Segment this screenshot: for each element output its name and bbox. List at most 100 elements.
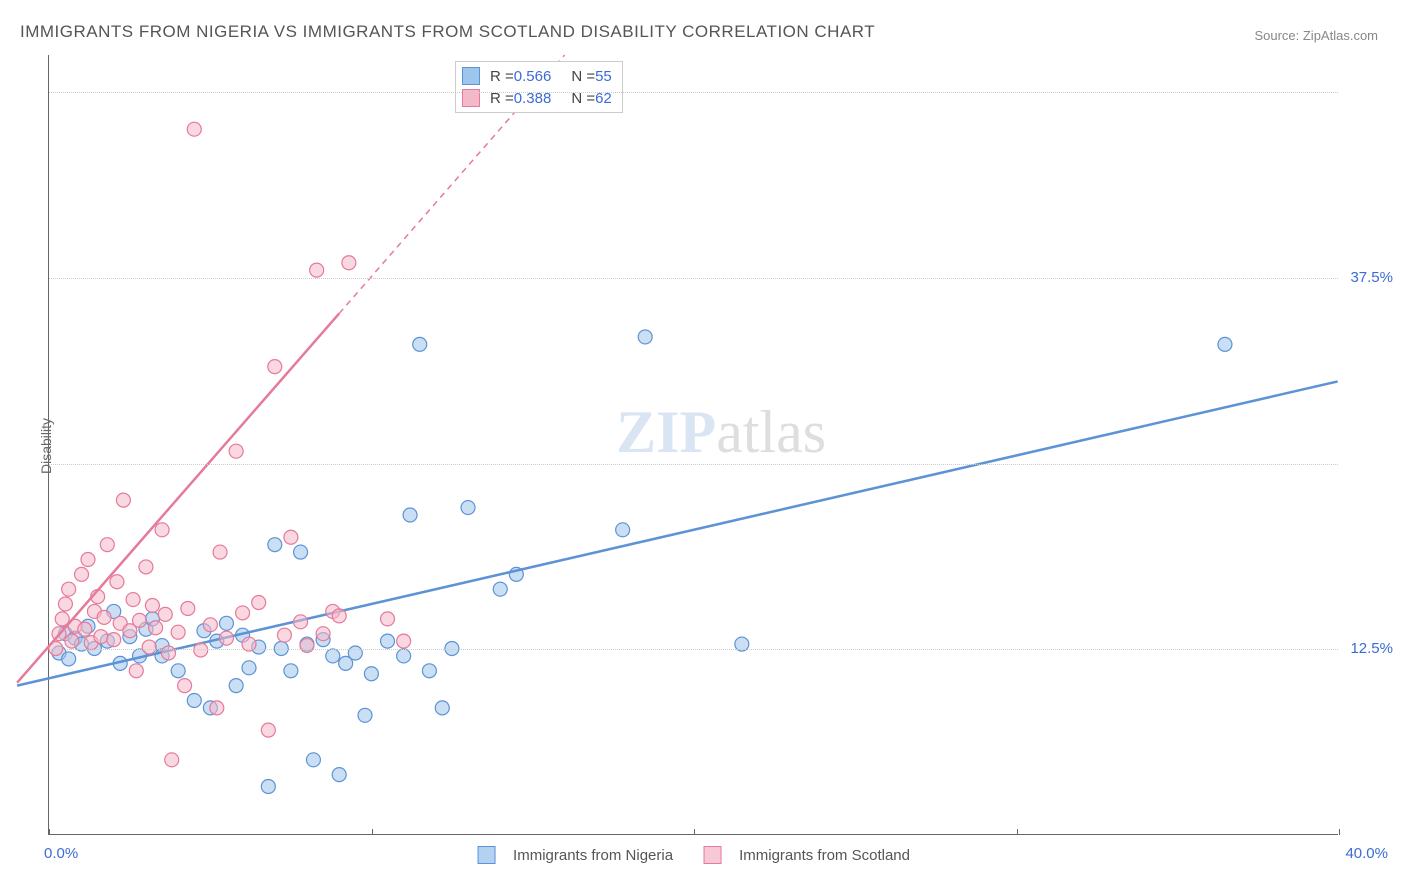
data-point xyxy=(1218,337,1232,351)
data-point xyxy=(213,545,227,559)
data-point xyxy=(397,634,411,648)
data-point xyxy=(171,664,185,678)
data-point xyxy=(403,508,417,522)
data-point xyxy=(332,768,346,782)
chart-title: IMMIGRANTS FROM NIGERIA VS IMMIGRANTS FR… xyxy=(20,22,875,42)
data-point xyxy=(294,545,308,559)
source-attribution: Source: ZipAtlas.com xyxy=(1254,28,1378,43)
legend-n-value: 55 xyxy=(595,68,612,85)
series-legend-item: Immigrants from Nigeria xyxy=(477,846,673,864)
x-tick xyxy=(1017,829,1018,835)
data-point xyxy=(268,360,282,374)
data-point xyxy=(332,609,346,623)
x-tick-label: 40.0% xyxy=(1345,845,1388,862)
data-point xyxy=(133,613,147,627)
data-point xyxy=(58,597,72,611)
data-point xyxy=(116,493,130,507)
gridline xyxy=(49,649,1338,650)
data-point xyxy=(493,582,507,596)
data-point xyxy=(348,646,362,660)
x-tick xyxy=(1339,829,1340,835)
data-point xyxy=(110,575,124,589)
x-tick-label: 0.0% xyxy=(44,845,78,862)
legend-swatch xyxy=(462,67,480,85)
data-point xyxy=(342,256,356,270)
data-point xyxy=(300,639,314,653)
trend-line xyxy=(17,381,1338,685)
data-point xyxy=(62,582,76,596)
series-legend-label: Immigrants from Nigeria xyxy=(513,847,673,864)
data-point xyxy=(638,330,652,344)
data-point xyxy=(261,723,275,737)
data-point xyxy=(294,615,308,629)
gridline xyxy=(49,464,1338,465)
legend-row: R = 0.566 N = 55 xyxy=(462,65,612,87)
data-point xyxy=(178,679,192,693)
data-point xyxy=(616,523,630,537)
x-tick xyxy=(372,829,373,835)
data-point xyxy=(187,693,201,707)
data-point xyxy=(145,599,159,613)
data-point xyxy=(364,667,378,681)
data-point xyxy=(62,652,76,666)
data-point xyxy=(422,664,436,678)
data-point xyxy=(78,622,92,636)
data-point xyxy=(277,628,291,642)
data-point xyxy=(181,601,195,615)
data-point xyxy=(187,122,201,136)
data-point xyxy=(203,618,217,632)
data-point xyxy=(210,701,224,715)
data-point xyxy=(129,664,143,678)
data-point xyxy=(97,610,111,624)
series-legend-item: Immigrants from Scotland xyxy=(703,846,910,864)
data-point xyxy=(107,633,121,647)
data-point xyxy=(94,630,108,644)
data-point xyxy=(358,708,372,722)
data-point xyxy=(326,649,340,663)
data-point xyxy=(261,780,275,794)
data-point xyxy=(306,753,320,767)
legend-swatch xyxy=(703,846,721,864)
data-point xyxy=(284,664,298,678)
data-point xyxy=(413,337,427,351)
x-tick xyxy=(49,829,50,835)
data-point xyxy=(381,612,395,626)
data-point xyxy=(219,631,233,645)
data-point xyxy=(461,501,475,515)
data-point xyxy=(381,634,395,648)
data-point xyxy=(165,753,179,767)
data-point xyxy=(435,701,449,715)
data-point xyxy=(171,625,185,639)
data-point xyxy=(229,679,243,693)
data-point xyxy=(268,538,282,552)
gridline xyxy=(49,278,1338,279)
legend-n-label: N = xyxy=(571,68,595,85)
gridline xyxy=(49,92,1338,93)
data-point xyxy=(139,560,153,574)
data-point xyxy=(142,640,156,654)
plot-area: ZIPatlas R = 0.566 N = 55 R = 0.388 N = … xyxy=(48,55,1338,835)
data-point xyxy=(252,596,266,610)
legend-r-value: 0.566 xyxy=(514,68,552,85)
data-point xyxy=(155,523,169,537)
data-point xyxy=(81,553,95,567)
legend-swatch xyxy=(477,846,495,864)
chart-svg xyxy=(49,55,1338,834)
legend-row: R = 0.388 N = 62 xyxy=(462,87,612,109)
data-point xyxy=(100,538,114,552)
data-point xyxy=(397,649,411,663)
series-legend-label: Immigrants from Scotland xyxy=(739,847,910,864)
data-point xyxy=(126,593,140,607)
legend-r-label: R = xyxy=(490,68,514,85)
data-point xyxy=(65,634,79,648)
data-point xyxy=(75,567,89,581)
y-tick-label: 12.5% xyxy=(1350,640,1393,657)
data-point xyxy=(149,621,163,635)
data-point xyxy=(242,661,256,675)
correlation-legend: R = 0.566 N = 55 R = 0.388 N = 62 xyxy=(455,61,623,113)
x-tick xyxy=(694,829,695,835)
data-point xyxy=(284,530,298,544)
data-point xyxy=(219,616,233,630)
series-legend: Immigrants from Nigeria Immigrants from S… xyxy=(477,846,910,864)
y-tick-label: 37.5% xyxy=(1350,269,1393,286)
